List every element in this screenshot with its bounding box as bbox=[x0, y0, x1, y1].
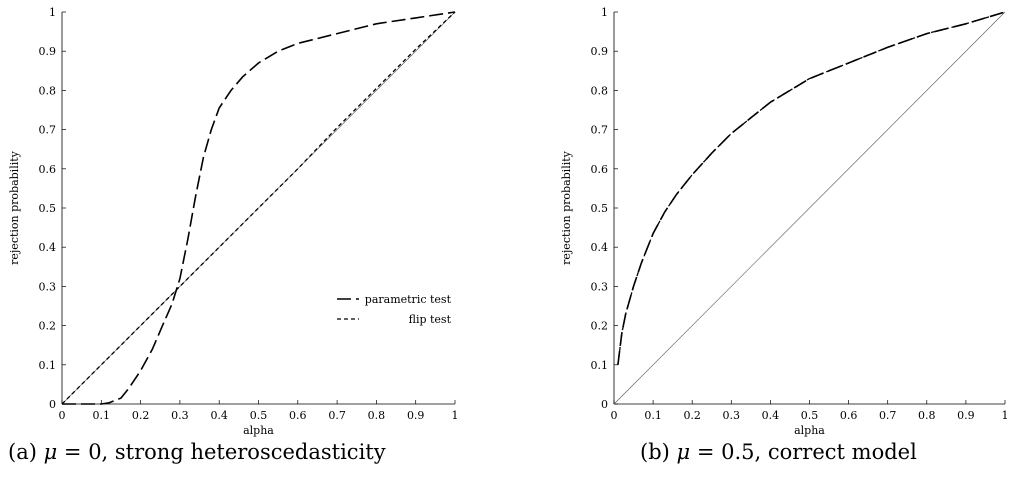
y-tick-label: 0.6 bbox=[591, 163, 609, 176]
x-tick-label: 0.9 bbox=[957, 409, 975, 422]
x-axis-title: alpha bbox=[794, 424, 825, 437]
y-tick-label: 0.2 bbox=[39, 320, 57, 333]
caption-b-prefix: (b) bbox=[640, 440, 677, 464]
y-tick-label: 0.7 bbox=[39, 124, 57, 137]
y-tick-label: 0.1 bbox=[39, 359, 57, 372]
y-tick-label: 0.4 bbox=[591, 241, 609, 254]
flip-test-line bbox=[61, 11, 456, 405]
y-tick-label: 0.8 bbox=[39, 84, 57, 97]
x-tick-label: 0.5 bbox=[801, 409, 819, 422]
chart-b: 0 0.1 0.2 0.3 0.4 0.5 0.6 0.7 0.8 0.9 1 0 0.1 0.2 0.3 0… bbox=[560, 6, 1009, 437]
legend-label: flip test bbox=[409, 313, 452, 326]
caption-a-symbol: μ bbox=[43, 440, 58, 464]
y-tick-label: 0.5 bbox=[591, 202, 609, 215]
x-tick-label: 0.8 bbox=[918, 409, 936, 422]
caption-b-text: = 0.5, correct model bbox=[690, 440, 917, 464]
y-tick-label: 0.9 bbox=[39, 45, 57, 58]
x-tick-label: 0.7 bbox=[879, 409, 897, 422]
parametric-test-line bbox=[62, 11, 456, 405]
y-tick-label: 0.8 bbox=[591, 84, 609, 97]
y-tick-label: 0.6 bbox=[39, 163, 57, 176]
series-2-line bbox=[617, 11, 1006, 365]
x-axis-title: alpha bbox=[243, 424, 274, 437]
y-tick-label: 0 bbox=[49, 398, 56, 411]
x-tick-label: 0.1 bbox=[93, 409, 111, 422]
x-tick-label: 0.3 bbox=[171, 409, 189, 422]
x-tick-label: 0.2 bbox=[683, 409, 701, 422]
series-1-line bbox=[617, 11, 1006, 365]
y-tick-label: 0.3 bbox=[591, 280, 609, 293]
y-tick-label: 0.1 bbox=[591, 359, 609, 372]
x-tick-label: 0.5 bbox=[250, 409, 268, 422]
x-tick-label: 0.7 bbox=[328, 409, 346, 422]
x-tick-label: 1 bbox=[452, 409, 459, 422]
caption-b-symbol: μ bbox=[676, 440, 691, 464]
reference-diagonal bbox=[61, 11, 456, 405]
y-tick-label: 0.2 bbox=[591, 320, 609, 333]
x-tick-label: 0 bbox=[611, 409, 618, 422]
figure: 0 0.1 0.2 0.3 0.4 0.5 0.6 0.7 0.8 0.9 1 0 0.1 0.2 0.3 0… bbox=[8, 6, 1009, 437]
chart-a: 0 0.1 0.2 0.3 0.4 0.5 0.6 0.7 0.8 0.9 1 0 0.1 0.2 0.3 0… bbox=[8, 6, 459, 437]
y-tick-label: 0 bbox=[601, 398, 608, 411]
x-tick-label: 0.6 bbox=[289, 409, 307, 422]
caption-a-text: = 0, strong heteroscedasticity bbox=[57, 440, 386, 464]
x-tick-label: 0.4 bbox=[210, 409, 228, 422]
reference-diagonal bbox=[613, 11, 1006, 405]
y-tick-label: 0.5 bbox=[39, 202, 57, 215]
y-tick-label: 0.4 bbox=[39, 241, 57, 254]
y-tick-label: 1 bbox=[601, 6, 608, 19]
caption-a: (a) μ = 0, strong heteroscedasticity bbox=[8, 440, 386, 464]
x-tick-label: 0.3 bbox=[723, 409, 741, 422]
caption-a-prefix: (a) bbox=[8, 440, 44, 464]
x-tick-label: 0.1 bbox=[644, 409, 662, 422]
y-tick-label: 0.9 bbox=[591, 45, 609, 58]
y-axis-title: rejection probability bbox=[8, 150, 21, 265]
x-tick-label: 0.9 bbox=[407, 409, 425, 422]
x-tick-label: 0.2 bbox=[132, 409, 150, 422]
x-tick-label: 0.4 bbox=[762, 409, 780, 422]
x-tick-label: 1 bbox=[1002, 409, 1009, 422]
caption-b: (b) μ = 0.5, correct model bbox=[640, 440, 917, 464]
y-tick-label: 0.7 bbox=[591, 124, 609, 137]
x-tick-label: 0 bbox=[59, 409, 66, 422]
y-tick-label: 1 bbox=[49, 6, 56, 19]
y-tick-label: 0.3 bbox=[39, 280, 57, 293]
legend-label: parametric test bbox=[365, 293, 452, 306]
x-tick-label: 0.6 bbox=[840, 409, 858, 422]
y-axis-title: rejection probability bbox=[560, 150, 573, 265]
x-tick-label: 0.8 bbox=[368, 409, 386, 422]
